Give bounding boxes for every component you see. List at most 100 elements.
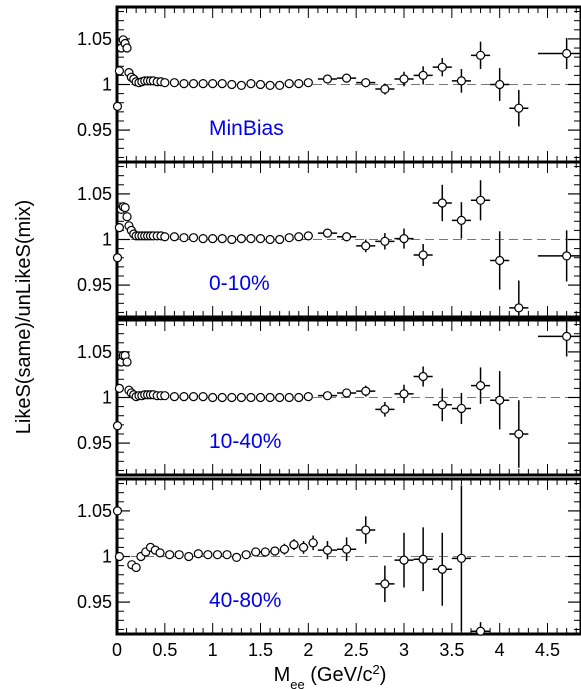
data-point <box>179 391 189 402</box>
data-point <box>437 198 447 208</box>
data-point <box>456 403 467 414</box>
data-point <box>294 392 304 403</box>
data-point <box>289 540 299 550</box>
data-point <box>456 76 467 86</box>
data-point <box>198 391 208 402</box>
data-point <box>208 392 218 403</box>
data-point <box>188 78 199 89</box>
data-point <box>255 233 266 244</box>
data-point <box>203 550 213 560</box>
data-point <box>198 78 208 89</box>
data-point <box>275 234 285 245</box>
data-point <box>294 78 304 89</box>
data-point <box>322 228 333 238</box>
data-point <box>184 551 194 562</box>
data-point <box>122 43 132 53</box>
data-point <box>208 78 218 89</box>
data-point <box>265 392 275 403</box>
panel-label: 10-40% <box>209 430 281 453</box>
data-point <box>122 212 132 222</box>
data-point <box>251 547 261 557</box>
data-point <box>361 525 371 535</box>
data-point <box>380 84 390 94</box>
data-point <box>155 548 165 558</box>
data-point <box>241 550 251 560</box>
y-tick-label: 0.95 <box>77 120 112 140</box>
data-point <box>246 78 256 89</box>
data-point <box>179 233 189 243</box>
data-point <box>303 78 313 88</box>
data-point <box>437 400 447 410</box>
data-point <box>112 506 123 516</box>
x-tick-label: 0.5 <box>152 640 177 660</box>
data-point <box>174 550 184 560</box>
data-point <box>114 223 124 233</box>
y-tick-label: 1.05 <box>77 184 112 204</box>
data-point <box>342 544 352 554</box>
y-tick-label: 1 <box>102 75 112 95</box>
data-point <box>418 554 428 564</box>
y-tick-label: 0.95 <box>77 592 112 612</box>
data-point <box>169 78 180 88</box>
marks-layer <box>112 35 581 636</box>
data-point <box>236 392 246 403</box>
data-point <box>475 195 486 205</box>
data-point <box>169 391 180 402</box>
data-point <box>188 391 199 402</box>
y-tick-label: 1 <box>102 547 112 567</box>
data-point <box>275 392 285 403</box>
data-point <box>399 555 409 565</box>
data-point <box>112 421 123 431</box>
data-point <box>179 78 189 89</box>
data-point <box>231 552 242 563</box>
data-point <box>380 404 390 414</box>
data-point <box>217 392 227 403</box>
data-point <box>562 331 572 342</box>
data-point <box>160 78 170 88</box>
x-axis-title-main: M <box>274 664 291 686</box>
data-point <box>380 579 390 589</box>
data-point <box>418 250 428 260</box>
axes-layer <box>115 5 581 636</box>
data-point <box>475 50 486 60</box>
data-point <box>399 233 409 244</box>
data-point <box>255 79 266 90</box>
data-point <box>399 74 409 84</box>
data-point <box>217 233 227 244</box>
data-point <box>222 550 232 560</box>
x-tick-label: 0 <box>112 640 122 660</box>
data-point <box>418 70 428 80</box>
data-point <box>260 547 270 557</box>
data-point <box>208 233 218 244</box>
x-tick-label: 3 <box>399 640 409 660</box>
panel-label: MinBias <box>209 117 284 140</box>
data-point <box>169 232 180 242</box>
data-point <box>514 103 524 113</box>
data-point <box>284 233 294 243</box>
panel-label: 40-80% <box>209 589 281 612</box>
data-point <box>380 236 390 246</box>
panel-label: 0-10% <box>209 272 270 295</box>
data-point <box>227 392 237 403</box>
data-point <box>165 550 175 560</box>
data-point <box>227 234 237 245</box>
data-point <box>361 241 371 251</box>
x-axis-title: Mee (GeV/c2) <box>274 662 387 689</box>
x-axis-title-close: ) <box>380 664 387 686</box>
data-point <box>418 371 428 382</box>
data-point <box>514 303 524 313</box>
x-tick-label: 1.5 <box>248 640 273 660</box>
data-point <box>236 80 246 91</box>
y-tick-label: 1.05 <box>77 501 112 521</box>
data-point <box>114 383 124 393</box>
data-point <box>475 626 486 636</box>
y-axis-title: LikeS(same)/unLikeS(mix) <box>13 200 35 435</box>
data-point <box>342 388 352 398</box>
labels-layer: 0.95 1 1.05 MinBias 0.95 1 1.05 0-10% 0.95 1 1.05 1… <box>77 29 560 660</box>
data-point <box>265 234 275 245</box>
x-tick-label: 2.5 <box>344 640 369 660</box>
data-point <box>246 233 256 244</box>
data-point <box>437 564 447 574</box>
data-point <box>112 101 123 111</box>
